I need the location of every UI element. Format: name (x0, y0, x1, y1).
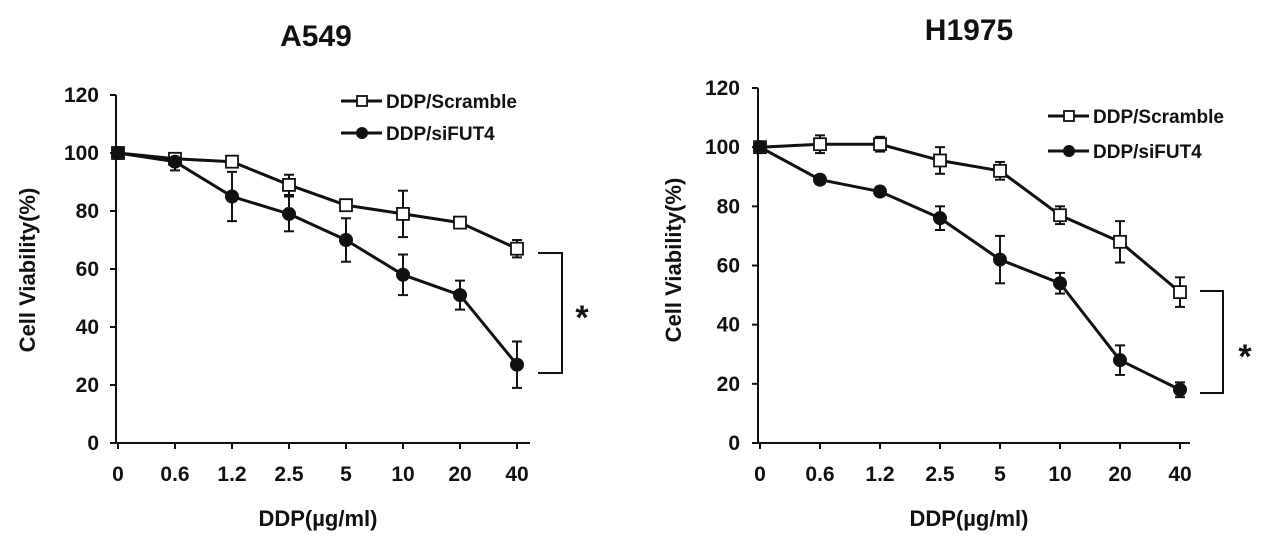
series-line-scramble (759, 142, 1181, 294)
data-point-sifut4 (339, 233, 353, 247)
y-tick-label: 60 (717, 255, 740, 278)
x-tick-label: 20 (1108, 463, 1131, 486)
significance-asterisk: * (575, 299, 589, 337)
bracket-line (538, 252, 563, 374)
y-axis-label: Cell Viability(%) (661, 178, 686, 343)
data-point-sifut4 (933, 211, 947, 226)
data-point-scramble (396, 206, 410, 221)
data-point-scramble (1053, 208, 1067, 223)
series-line-sifut4 (117, 151, 519, 366)
data-point-scramble (339, 198, 353, 213)
x-tick-label: 0 (112, 463, 124, 486)
chart-title: H1975 (925, 14, 1013, 47)
legend-marker-scramble (1063, 110, 1075, 122)
data-point-sifut4 (453, 288, 467, 303)
y-tick-label: 80 (76, 200, 99, 223)
legend: DDP/Scramble DDP/siFUT4 (1048, 107, 1224, 163)
legend-label-sifut4: DDP/siFUT4 (386, 124, 495, 145)
x-tick-label: 20 (448, 463, 471, 486)
legend-label-sifut4: DDP/siFUT4 (1093, 142, 1202, 163)
x-axis-label: DDP(µg/ml) (909, 506, 1028, 531)
x-tick-label: 10 (391, 463, 414, 486)
data-point-scramble (933, 153, 947, 168)
data-point-scramble (453, 215, 467, 230)
legend-marker-sifut4 (356, 127, 368, 139)
series-line-scramble (117, 151, 518, 251)
y-tick-label: 120 (64, 84, 99, 107)
significance-asterisk: * (1238, 338, 1252, 376)
x-axis-label: DDP(µg/ml) (258, 506, 377, 531)
x-tick-label: 0.6 (160, 463, 189, 486)
data-point-scramble (225, 154, 239, 169)
x-tick-label: 40 (1168, 463, 1191, 486)
data-point-sifut4 (873, 184, 887, 199)
legend-label-scramble: DDP/Scramble (1093, 107, 1224, 128)
x-tick-label: 2.5 (925, 463, 955, 486)
data-point-scramble (1113, 234, 1127, 249)
data-point-sifut4 (396, 267, 410, 282)
data-point-scramble (993, 163, 1007, 178)
data-point-sifut4 (1173, 382, 1187, 397)
data-point-scramble (282, 177, 296, 192)
y-tick-label: 0 (728, 432, 740, 455)
data-point-sifut4 (225, 189, 239, 204)
legend-marker-sifut4 (1063, 145, 1075, 157)
y-tick-label: 40 (76, 316, 99, 339)
data-point-scramble (510, 241, 524, 256)
series-line-sifut4 (759, 145, 1181, 392)
data-point-sifut4 (282, 206, 296, 221)
y-tick-label: 100 (64, 142, 99, 165)
x-tick-label: 10 (1048, 463, 1071, 486)
x-tick-label: 2.5 (274, 463, 304, 486)
data-point-scramble (873, 137, 887, 152)
x-tick-label: 5 (994, 463, 1006, 486)
data-point-sifut4 (753, 140, 767, 155)
panel-a549: A549 Cell Viability(%) DDP(µg/ml) 0 20 40 6… (15, 20, 589, 531)
x-tick-label: 1.2 (865, 463, 894, 486)
x-tick-label: 0.6 (805, 463, 834, 486)
x-tick-label: 1.2 (217, 463, 246, 486)
data-point-scramble (813, 137, 827, 152)
data-point-sifut4 (813, 172, 827, 187)
data-point-sifut4 (1113, 353, 1127, 368)
plot-area: 0 20 40 60 80 100 120 0 0.6 1.2 2.5 5 10 20 40 (64, 84, 530, 486)
y-tick-label: 20 (76, 374, 99, 397)
data-point-sifut4 (111, 146, 125, 160)
x-tick-label: 40 (505, 463, 528, 486)
data-point-sifut4 (510, 357, 524, 372)
chart-title: A549 (280, 20, 352, 53)
data-point-sifut4 (168, 154, 182, 169)
y-tick-label: 120 (705, 77, 740, 100)
legend-marker-scramble (356, 95, 368, 107)
y-tick-label: 20 (717, 373, 740, 396)
y-tick-label: 80 (717, 195, 740, 218)
legend: DDP/Scramble DDP/siFUT4 (341, 92, 517, 145)
data-point-scramble (1173, 285, 1187, 300)
panel-h1975: H1975 Cell Viability(%) DDP(µg/ml) 0 20 40… (661, 14, 1252, 531)
data-point-sifut4 (1053, 276, 1067, 291)
significance-bracket: * (538, 252, 589, 374)
significance-bracket: * (1200, 290, 1252, 394)
y-axis-label: Cell Viability(%) (15, 188, 40, 353)
data-point-sifut4 (993, 252, 1007, 267)
plot-area: 0 20 40 60 80 100 120 0 0.6 1.2 2.5 5 10 20 40 (705, 77, 1192, 486)
y-tick-label: 40 (717, 314, 740, 337)
x-tick-label: 0 (754, 463, 766, 486)
y-tick-label: 60 (76, 258, 99, 281)
legend-label-scramble: DDP/Scramble (386, 92, 517, 113)
bracket-line (1200, 290, 1224, 394)
y-tick-label: 100 (705, 136, 740, 159)
y-tick-label: 0 (87, 432, 99, 455)
x-tick-label: 5 (340, 463, 352, 486)
